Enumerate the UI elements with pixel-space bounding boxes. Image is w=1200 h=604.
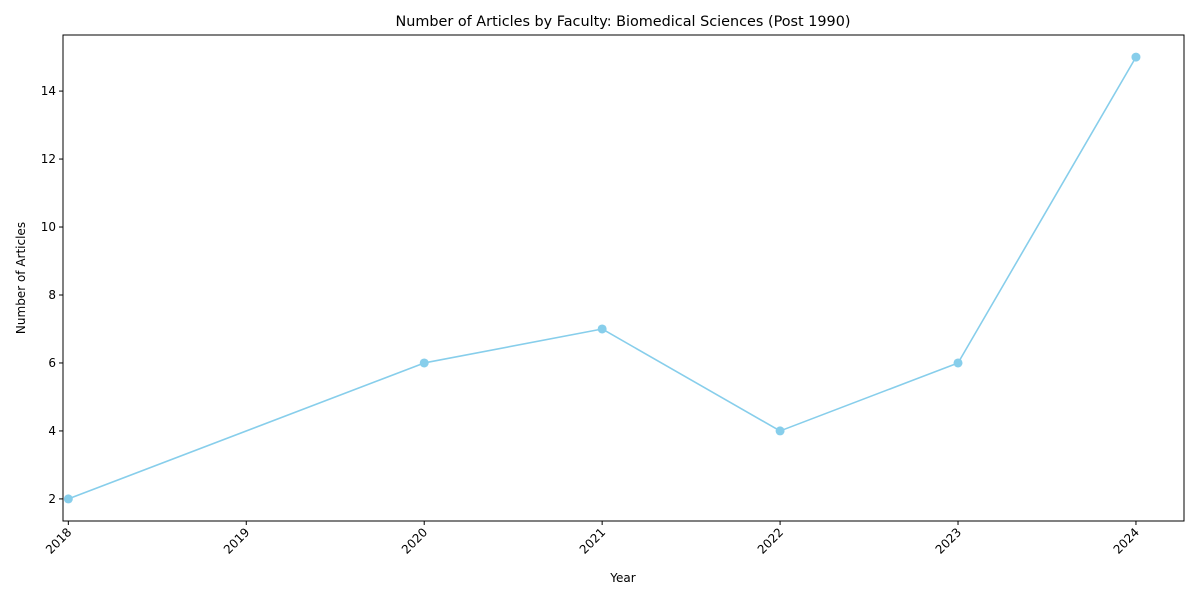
y-tick-label: 6 — [48, 356, 56, 370]
y-tick-label: 10 — [41, 220, 56, 234]
x-tick-label: 2018 — [43, 525, 74, 556]
y-tick-label: 12 — [41, 152, 56, 166]
x-axis-label: Year — [609, 571, 635, 585]
y-tick-label: 2 — [48, 492, 56, 506]
x-axis: 2018 2019 2020 2021 2022 2023 2024 — [43, 521, 1142, 557]
x-tick-label: 2019 — [221, 525, 252, 556]
x-tick-label: 2021 — [577, 525, 608, 556]
data-point-marker — [419, 358, 429, 368]
series-articles — [63, 52, 1141, 504]
data-point-marker — [1131, 52, 1141, 62]
x-tick-label: 2024 — [1111, 525, 1142, 556]
chart-title: Number of Articles by Faculty: Biomedica… — [395, 14, 850, 30]
x-tick-label: 2020 — [399, 525, 430, 556]
data-point-marker — [953, 358, 963, 368]
x-tick-label: 2022 — [755, 525, 786, 556]
y-tick-label: 4 — [48, 424, 56, 438]
y-tick-label: 14 — [41, 84, 56, 98]
data-point-marker — [63, 494, 73, 504]
y-axis: 2 4 6 8 10 12 14 — [41, 84, 63, 506]
series-line — [68, 56, 1137, 500]
data-point-marker — [775, 426, 785, 436]
data-point-marker — [597, 324, 607, 334]
y-tick-label: 8 — [48, 288, 56, 302]
y-axis-label: Number of Articles — [14, 222, 28, 334]
x-tick-label: 2023 — [933, 525, 964, 556]
plot-area-frame — [62, 34, 1185, 522]
